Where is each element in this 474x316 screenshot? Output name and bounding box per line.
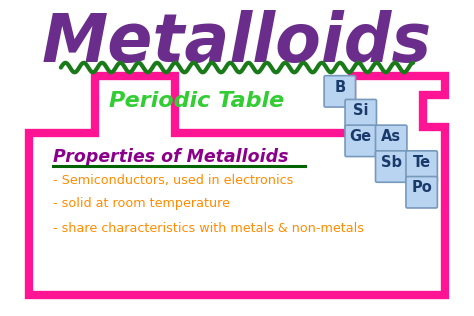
Text: Po: Po (411, 180, 432, 196)
Text: Periodic Table: Periodic Table (109, 91, 285, 111)
Text: B: B (334, 80, 346, 94)
Text: - share characteristics with metals & non-metals: - share characteristics with metals & no… (53, 222, 365, 235)
Text: Properties of Metalloids: Properties of Metalloids (53, 148, 289, 166)
Text: - solid at room temperature: - solid at room temperature (53, 197, 230, 210)
Polygon shape (28, 76, 446, 295)
Text: - Semiconductors, used in electronics: - Semiconductors, used in electronics (53, 174, 294, 187)
FancyBboxPatch shape (345, 100, 376, 131)
FancyBboxPatch shape (345, 125, 376, 156)
FancyBboxPatch shape (375, 125, 407, 156)
Text: Si: Si (353, 103, 368, 118)
Text: Te: Te (412, 155, 431, 170)
FancyBboxPatch shape (406, 177, 438, 208)
FancyBboxPatch shape (375, 151, 407, 182)
Text: Ge: Ge (350, 129, 372, 144)
Text: Sb: Sb (381, 155, 402, 170)
Text: As: As (381, 129, 401, 144)
FancyBboxPatch shape (324, 76, 356, 107)
Text: Metalloids: Metalloids (42, 10, 432, 76)
FancyBboxPatch shape (406, 151, 438, 182)
